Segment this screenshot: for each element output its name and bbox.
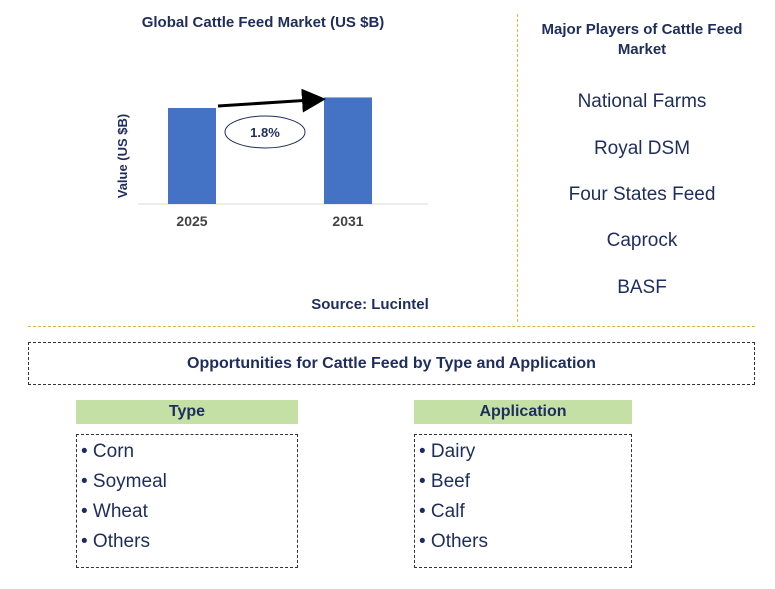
type-item: • Wheat	[81, 501, 148, 522]
type-item: • Others	[81, 531, 150, 552]
type-list: • Corn • Soymeal • Wheat • Others	[76, 434, 298, 568]
opportunities-title: Opportunities for Cattle Feed by Type an…	[28, 342, 755, 385]
source-label: Source: Lucintel	[311, 296, 429, 313]
player-item: Four States Feed	[568, 184, 716, 205]
type-header: Type	[76, 400, 298, 424]
bar	[168, 108, 216, 204]
bar-chart: 2025 2031 Value (US $B) 1.8%	[115, 88, 428, 229]
players-title: Major Players of Cattle Feed Market	[541, 21, 743, 58]
application-item: • Beef	[419, 471, 471, 492]
type-item: • Corn	[81, 441, 135, 462]
x-tick-label: 2031	[332, 213, 363, 229]
application-item: • Dairy	[419, 441, 476, 462]
cagr-bubble	[224, 115, 306, 149]
chart-title: Global Cattle Feed Market (US $B)	[141, 14, 385, 31]
application-list: • Dairy • Beef • Calf • Others	[414, 434, 632, 568]
vertical-divider	[517, 14, 518, 322]
horizontal-divider	[28, 326, 755, 327]
player-item: Caprock	[606, 230, 678, 251]
cagr-label: 1.8%	[250, 125, 280, 140]
bar	[324, 97, 372, 204]
y-axis-label: Value (US $B)	[115, 114, 130, 199]
application-item: • Calf	[419, 501, 465, 522]
player-item: Royal DSM	[593, 138, 691, 159]
application-item: • Others	[419, 531, 488, 552]
player-item: BASF	[617, 277, 667, 298]
x-tick-label: 2025	[176, 213, 207, 229]
player-item: National Farms	[577, 91, 707, 112]
type-item: • Soymeal	[81, 471, 167, 492]
growth-arrow	[217, 88, 326, 113]
application-header: Application	[414, 400, 632, 424]
